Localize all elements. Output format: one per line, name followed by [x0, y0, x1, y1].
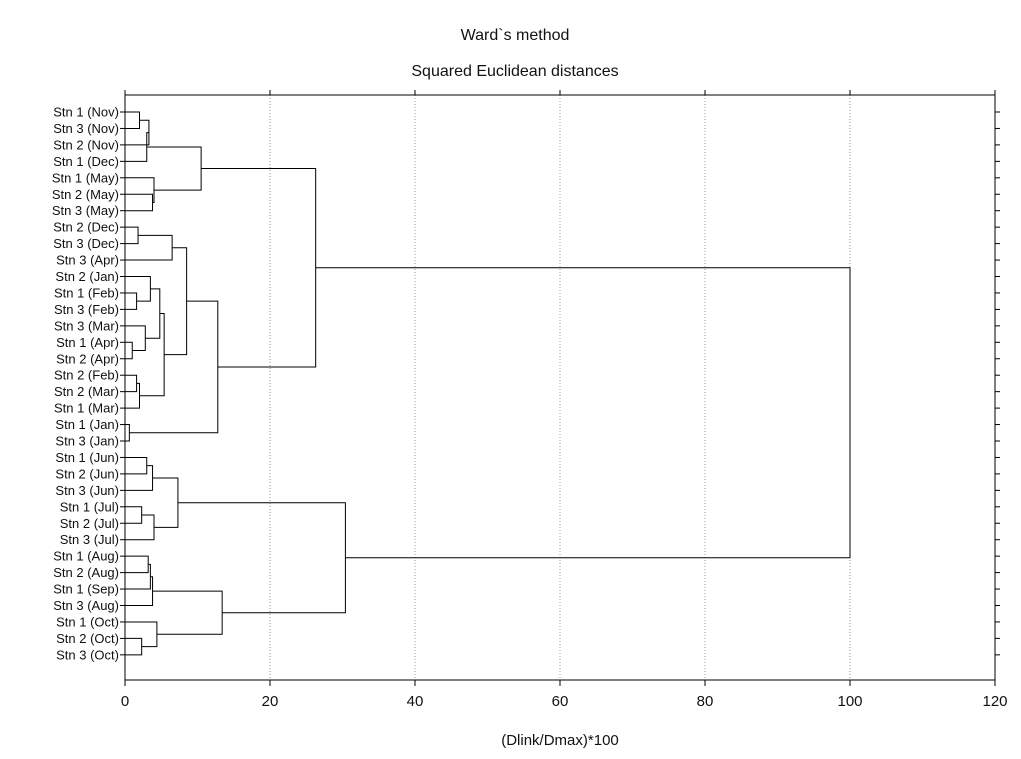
dendrogram-link-u	[125, 456, 148, 475]
dendrogram-link-h	[125, 234, 173, 261]
leaf-label: Stn 2 (Nov)	[53, 137, 119, 152]
leaf-label: Stn 2 (Apr)	[56, 351, 119, 366]
dendrogram-link-q	[164, 247, 188, 356]
chart-subtitle: Squared Euclidean distances	[411, 63, 618, 80]
dendrogram-link-r	[125, 424, 130, 442]
dendrogram-link-l	[125, 325, 146, 352]
leaf-label: Stn 3 (Dec)	[53, 236, 119, 251]
x-tick-label: 120	[982, 693, 1007, 710]
dendrogram-link-n	[125, 374, 138, 393]
dendrogram-link-j	[125, 276, 151, 302]
leaf-label: Stn 1 (May)	[52, 170, 119, 185]
leaf-label: Stn 3 (Jun)	[55, 483, 119, 498]
leaf-label: Stn 3 (Feb)	[54, 302, 119, 317]
leaf-label: Stn 2 (Feb)	[54, 368, 119, 383]
leaf-labels: Stn 1 (Nov)Stn 3 (Nov)Stn 2 (Nov) Stn 1 (…	[52, 105, 1000, 662]
dendrogram-link-af	[177, 502, 346, 614]
dendrogram-branches	[125, 111, 851, 656]
dendrogram-link-o	[125, 382, 140, 409]
dendrogram-link-y	[152, 477, 179, 528]
dendrogram-link-w	[125, 506, 143, 524]
leaf-label: Stn 1 (Sep)	[53, 582, 119, 597]
leaf-label: Stn 1 (Jun)	[55, 450, 119, 465]
dendrogram-link-i	[125, 292, 138, 310]
leaf-label: Stn 3 (Jan)	[55, 434, 119, 449]
plot-frame	[124, 94, 996, 681]
dendrogram-link-ag	[315, 267, 851, 559]
leaf-label: Stn 3 (Apr)	[56, 253, 119, 268]
dendrogram-link-a	[125, 111, 140, 129]
chart-title: Ward`s method	[461, 27, 570, 44]
leaf-label: Stn 1 (Apr)	[56, 335, 119, 350]
leaf-label: Stn 1 (Dec)	[53, 154, 119, 169]
grid-lines	[269, 95, 851, 680]
dendrogram-link-e	[125, 177, 155, 203]
dendrogram-link-g	[125, 226, 139, 245]
leaf-label: Stn 2 (Dec)	[53, 220, 119, 235]
dendrogram-link-k	[125, 341, 133, 360]
leaf-label: Stn 2 (Jul)	[60, 516, 119, 531]
dendrogram-link-f	[146, 146, 202, 191]
leaf-label: Stn 1 (Feb)	[54, 285, 119, 300]
dendrogram-link-z	[125, 555, 149, 574]
leaf-label: Stn 2 (Jun)	[55, 466, 119, 481]
leaf-label: Stn 1 (Jul)	[60, 499, 119, 514]
x-tick-label: 40	[407, 693, 424, 710]
dendrogram-link-ac	[125, 637, 143, 656]
dendrogram-link-ae	[152, 590, 223, 635]
x-axis-ticks: 0 20 40 60 80 100 120	[121, 90, 1008, 710]
leaf-label: Stn 1 (Mar)	[54, 401, 119, 416]
x-axis-label: (Dlink/Dmax)*100	[501, 732, 619, 749]
dendrogram-link-v	[125, 465, 154, 491]
dendrogram-link-ad	[125, 621, 158, 648]
leaf-label: Stn 1 (Aug)	[53, 549, 119, 564]
leaf-label: Stn 3 (Nov)	[53, 121, 119, 136]
leaf-label: Stn 1 (Nov)	[53, 105, 119, 120]
dendrogram-link-x	[125, 514, 155, 541]
dendrogram-link-ab	[125, 576, 154, 606]
dendrogram-link-s	[129, 300, 219, 434]
dendrogram-link-b	[125, 119, 150, 146]
leaf-label: Stn 2 (Aug)	[53, 565, 119, 580]
x-tick-label: 20	[262, 693, 279, 710]
leaf-label: Stn 1 (Jan)	[55, 417, 119, 432]
dendrogram-link-d	[125, 193, 154, 212]
dendrogram-link-m	[145, 288, 161, 339]
dendrogram-link-aa	[125, 563, 151, 590]
leaf-label: Stn 2 (May)	[52, 187, 119, 202]
dendrogram-link-c	[125, 132, 149, 162]
dendrogram-link-t	[201, 168, 317, 368]
leaf-label: Stn 2 (Jan)	[55, 269, 119, 284]
x-tick-label: 0	[121, 693, 129, 710]
x-tick-label: 100	[837, 693, 862, 710]
x-tick-label: 80	[697, 693, 714, 710]
leaf-label: Stn 2 (Mar)	[54, 384, 119, 399]
leaf-label: Stn 1 (Oct)	[56, 614, 119, 629]
leaf-label: Stn 2 (Oct)	[56, 631, 119, 646]
x-tick-label: 60	[552, 693, 569, 710]
leaf-label: Stn 3 (Jul)	[60, 532, 119, 547]
leaf-label: Stn 3 (Oct)	[56, 647, 119, 662]
leaf-label: Stn 3 (Mar)	[54, 318, 119, 333]
leaf-label: Stn 3 (May)	[52, 203, 119, 218]
leaf-label: Stn 3 (Aug)	[53, 598, 119, 613]
